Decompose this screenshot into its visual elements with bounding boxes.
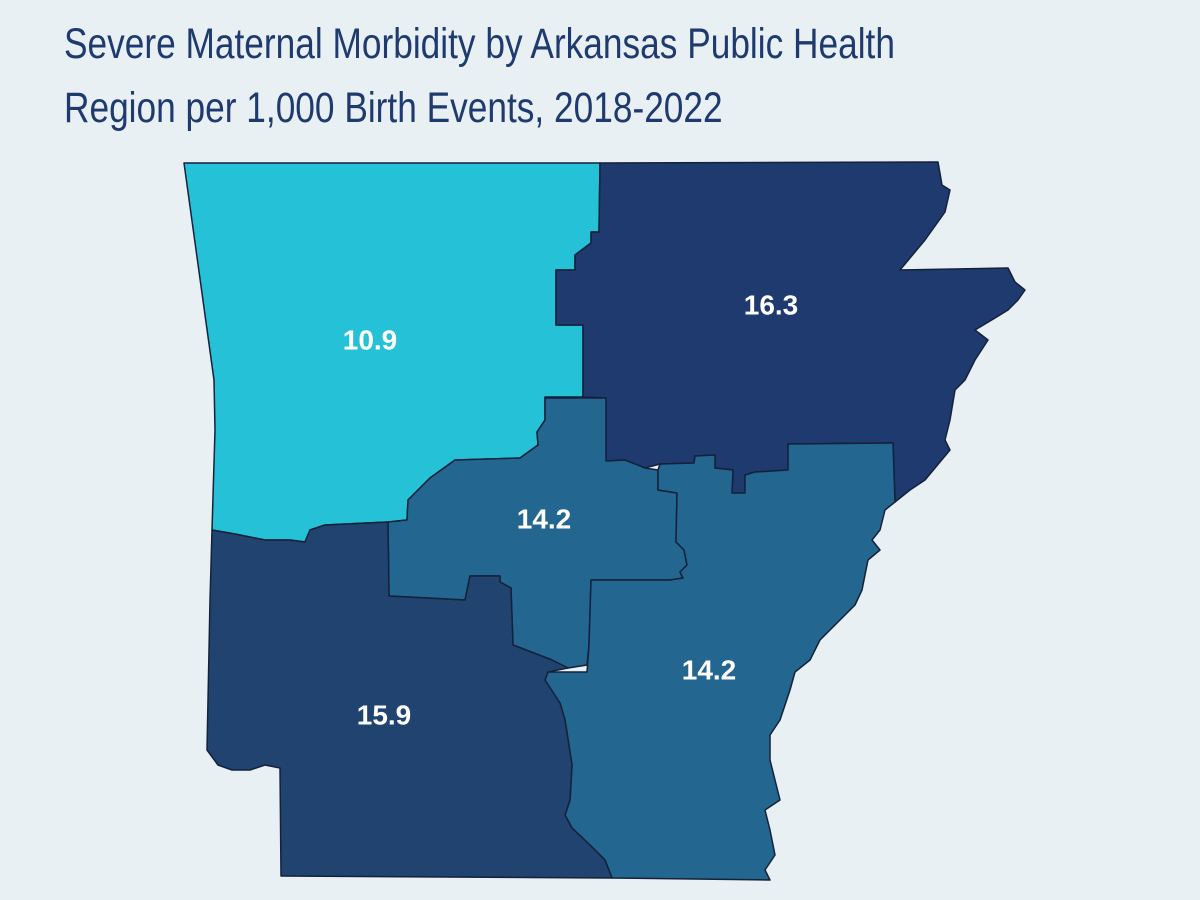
title-line-2: Region per 1,000 Birth Events, 2018-2022 [64,84,723,132]
region-southwest [206,521,613,879]
region-label-southwest: 15.9 [357,699,412,730]
title-line-1: Severe Maternal Morbidity by Arkansas Pu… [64,20,895,68]
map-title: Severe Maternal Morbidity by Arkansas Pu… [64,12,895,140]
region-label-northwest: 10.9 [343,324,398,355]
region-label-northeast: 16.3 [744,289,799,320]
region-label-southeast: 14.2 [682,654,737,685]
region-label-central: 14.2 [517,503,572,534]
region-southeast [544,442,896,881]
